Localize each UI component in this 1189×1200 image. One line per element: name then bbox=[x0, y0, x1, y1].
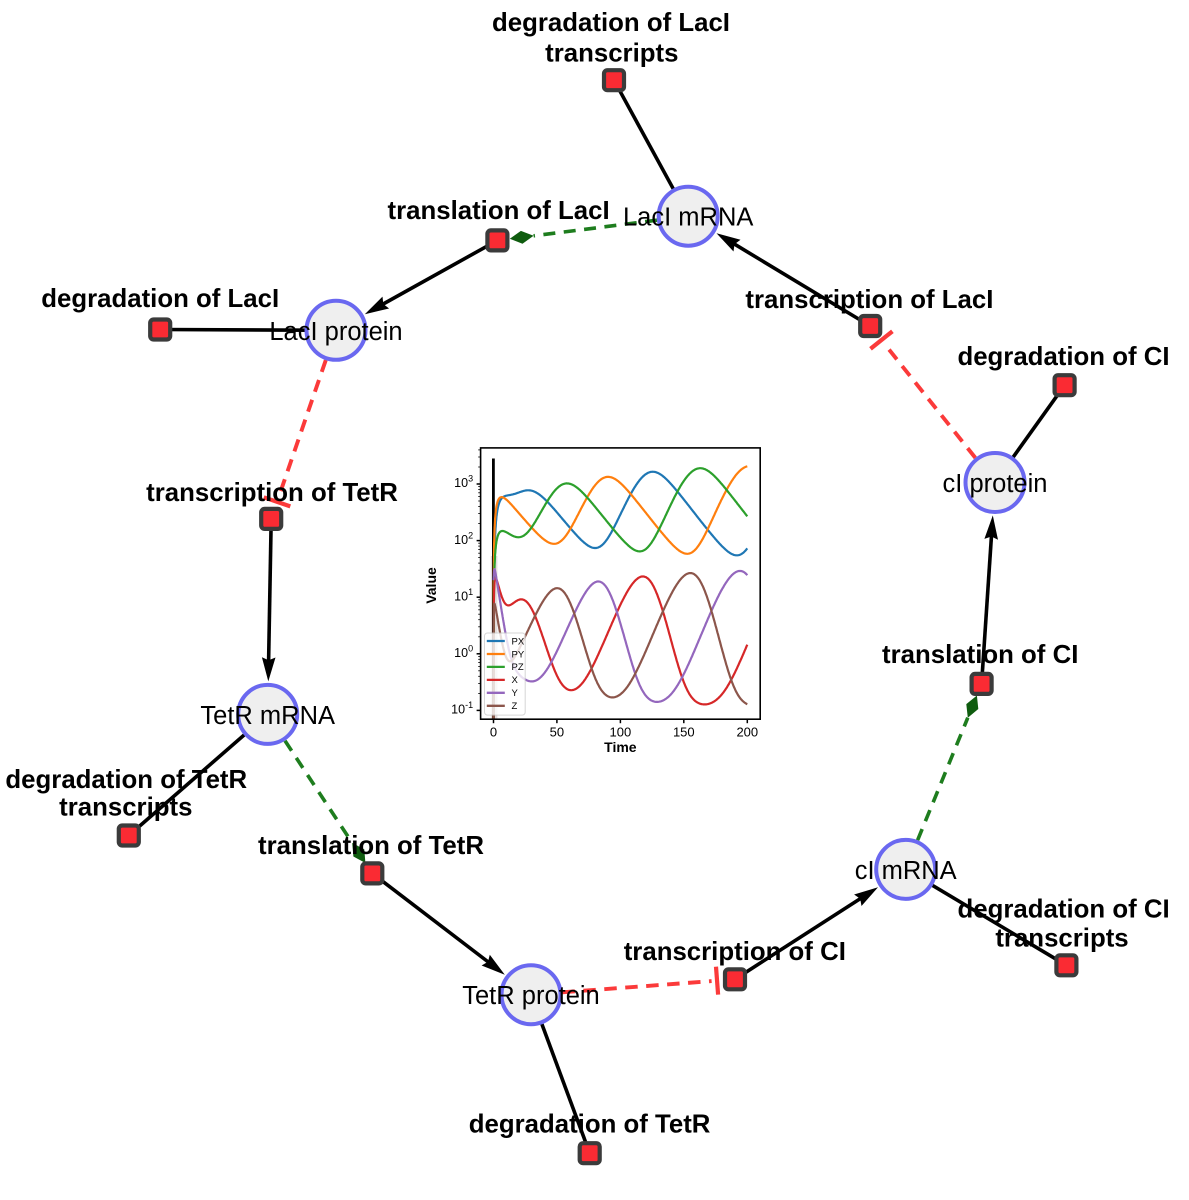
svg-text:translation of LacI: translation of LacI bbox=[388, 197, 610, 225]
svg-text:transcripts: transcripts bbox=[59, 794, 192, 822]
svg-text:103: 103 bbox=[454, 474, 473, 491]
svg-text:LacI protein: LacI protein bbox=[269, 318, 402, 346]
svg-text:translation of TetR: translation of TetR bbox=[258, 832, 484, 860]
svg-text:cI protein: cI protein bbox=[943, 470, 1048, 498]
svg-text:10-1: 10-1 bbox=[451, 700, 473, 717]
svg-text:102: 102 bbox=[454, 530, 473, 547]
svg-text:transcription of TetR: transcription of TetR bbox=[146, 479, 398, 507]
svg-text:50: 50 bbox=[550, 725, 564, 740]
svg-text:PY: PY bbox=[512, 649, 525, 660]
svg-text:0: 0 bbox=[490, 725, 497, 740]
svg-text:degradation of TetR: degradation of TetR bbox=[469, 1111, 711, 1139]
svg-text:100: 100 bbox=[610, 725, 632, 740]
svg-text:transcription of LacI: transcription of LacI bbox=[745, 286, 993, 314]
svg-text:degradation of LacI: degradation of LacI bbox=[41, 285, 279, 313]
svg-text:X: X bbox=[512, 675, 519, 686]
svg-text:degradation of TetR: degradation of TetR bbox=[5, 766, 247, 794]
svg-text:cI mRNA: cI mRNA bbox=[855, 857, 957, 885]
svg-text:200: 200 bbox=[736, 725, 758, 740]
svg-text:150: 150 bbox=[673, 725, 695, 740]
svg-text:transcripts: transcripts bbox=[995, 924, 1128, 952]
svg-text:translation of CI: translation of CI bbox=[882, 641, 1078, 669]
svg-text:degradation of LacI: degradation of LacI bbox=[492, 9, 730, 37]
svg-text:degradation of CI: degradation of CI bbox=[958, 896, 1170, 924]
svg-text:Time: Time bbox=[604, 739, 637, 755]
svg-text:100: 100 bbox=[454, 644, 473, 661]
svg-text:PX: PX bbox=[512, 636, 525, 647]
svg-text:Y: Y bbox=[512, 688, 519, 699]
svg-text:degradation of CI: degradation of CI bbox=[957, 343, 1169, 371]
svg-text:Value: Value bbox=[423, 567, 439, 604]
svg-text:PZ: PZ bbox=[512, 662, 524, 673]
svg-text:LacI mRNA: LacI mRNA bbox=[623, 204, 753, 232]
svg-text:TetR protein: TetR protein bbox=[462, 982, 600, 1010]
svg-text:Z: Z bbox=[512, 701, 518, 712]
svg-text:transcription of CI: transcription of CI bbox=[624, 938, 846, 966]
svg-text:TetR mRNA: TetR mRNA bbox=[200, 702, 335, 730]
svg-text:101: 101 bbox=[454, 587, 473, 604]
svg-text:transcripts: transcripts bbox=[545, 40, 678, 68]
